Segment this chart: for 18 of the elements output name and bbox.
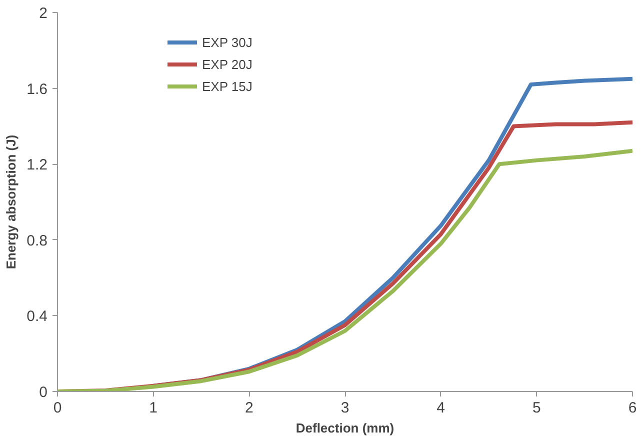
- legend-label: EXP 15J: [202, 78, 252, 94]
- legend-label: EXP 30J: [202, 34, 252, 50]
- x-tick-label: 1: [149, 400, 158, 416]
- y-tick-label: 1.6: [26, 80, 48, 98]
- y-tick-label: 0: [39, 384, 48, 401]
- x-axis-title: Deflection (mm): [296, 420, 394, 436]
- y-tick-label: 0.4: [26, 308, 48, 326]
- y-tick-label: 2: [39, 5, 48, 22]
- x-tick-label: 6: [628, 400, 637, 416]
- x-tick-label: 3: [340, 400, 350, 416]
- legend-label: EXP 20J: [202, 56, 252, 72]
- y-axis-title: Energy absorption (J): [4, 134, 19, 270]
- y-tick-label: 1.2: [26, 156, 48, 174]
- y-tick-label: 0.8: [26, 232, 48, 250]
- x-tick-label: 2: [244, 400, 254, 416]
- x-tick-label: 0: [53, 400, 62, 416]
- x-tick-label: 4: [436, 400, 446, 416]
- x-tick-label: 5: [532, 400, 541, 416]
